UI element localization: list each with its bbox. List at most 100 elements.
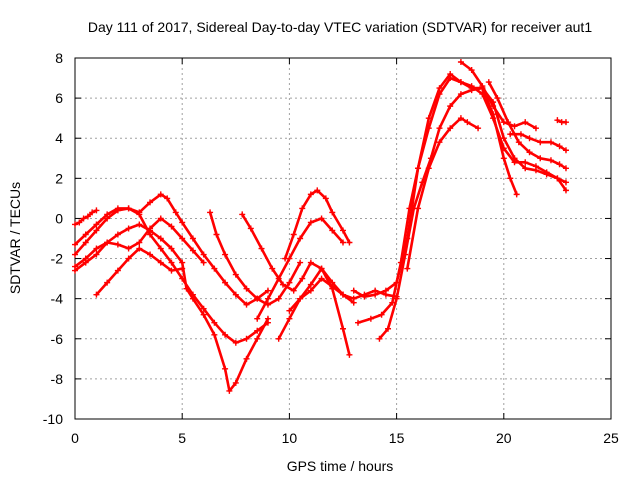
data-point-marker [299,275,306,282]
data-point-marker [425,125,432,132]
series-trace-sat-h [240,213,356,305]
data-point-marker [500,155,507,162]
plot-frame [74,57,612,420]
data-point-marker [505,119,512,126]
data-point-marker [329,209,336,216]
data-point-marker [200,259,207,266]
data-point-marker [500,145,507,152]
data-point-marker [522,119,529,126]
data-point-marker [114,241,121,248]
data-point-marker [415,165,422,172]
data-point-marker [340,325,346,332]
data-point-marker [522,159,529,166]
data-point-marker [457,79,464,86]
data-point-marker [264,295,271,302]
data-point-marker [322,195,329,202]
data-point-marker [147,225,154,232]
data-point-marker [447,75,454,82]
data-point-marker [513,191,520,198]
data-point-marker [82,231,89,238]
data-point-marker [168,245,175,252]
data-point-marker [307,281,314,288]
y-tick-label: 6 [55,90,63,106]
data-point-marker [537,139,544,146]
data-point-marker [307,191,314,198]
data-point-marker [307,259,314,266]
data-point-marker [279,281,286,288]
data-point-marker [183,285,190,292]
data-point-marker [76,219,83,226]
data-point-marker [89,209,96,216]
data-point-marker [378,311,385,318]
data-point-marker [93,245,100,252]
data-point-marker [297,235,304,242]
x-tick-label: 25 [603,430,619,446]
data-point-marker [547,157,554,164]
data-point-marker [243,285,250,292]
data-point-marker [329,283,336,290]
data-point-marker [468,87,475,94]
series-trace-sat-e [95,247,184,297]
y-tick-label: 0 [55,210,63,226]
data-point-marker [114,205,121,212]
data-point-marker [200,311,207,318]
data-point-marker [397,259,404,266]
data-point-marker [299,205,306,212]
y-tick-label: -10 [43,411,63,427]
data-point-marker [515,139,522,146]
data-point-marker [297,259,304,266]
data-point-marker [554,175,561,182]
data-point-marker [511,159,518,166]
data-point-marker [511,123,518,130]
series-trace-sat-b [73,193,270,307]
data-point-marker [264,315,271,322]
data-point-marker [72,221,78,228]
data-point-marker [475,125,482,132]
data-point-marker [425,115,432,122]
data-point-marker [168,223,175,230]
data-point-marker [425,165,432,172]
data-point-marker [522,165,529,172]
data-point-marker [114,231,121,238]
data-point-marker [258,245,265,252]
data-point-marker [393,295,400,302]
data-point-marker [340,291,346,298]
data-point-marker [436,85,443,92]
data-point-marker [84,213,91,220]
data-point-marker [264,287,271,294]
data-point-marker [562,179,569,186]
data-point-marker [93,251,100,258]
data-point-marker [147,251,154,258]
data-point-marker [243,335,250,342]
axis-ticks: 0 5 10 15 20 25 -10 -8 -6 -4 -2 0 2 4 6 8 [43,50,619,446]
data-point-marker [526,135,533,142]
data-point-marker [286,307,293,314]
data-point-marker [556,161,563,168]
data-point-marker [290,231,297,238]
data-point-marker [464,119,471,126]
y-tick-label: -4 [51,291,64,307]
series-trace-sat-m [352,72,568,299]
data-point-marker [436,125,443,132]
data-point-marker [254,327,261,334]
x-tick-label: 0 [71,430,79,446]
grid-lines [75,58,611,419]
data-point-marker [136,239,143,246]
data-point-marker [211,319,218,326]
data-point-marker [468,67,475,74]
data-point-marker [157,215,164,222]
data-point-marker [226,387,233,394]
data-point-marker [269,265,276,272]
chart-title: Day 111 of 2017, Sidereal Day-to-day VTE… [88,19,592,35]
data-point-marker [329,227,336,234]
data-point-marker [562,165,569,172]
data-point-marker [490,103,497,110]
data-point-marker [340,227,346,234]
data-point-marker [485,79,492,86]
data-point-marker [157,235,164,242]
data-point-marker [157,245,164,252]
data-point-marker [239,211,246,218]
x-axis-label: GPS time / hours [287,458,394,474]
data-point-marker [318,215,325,222]
data-point-marker [114,267,121,274]
